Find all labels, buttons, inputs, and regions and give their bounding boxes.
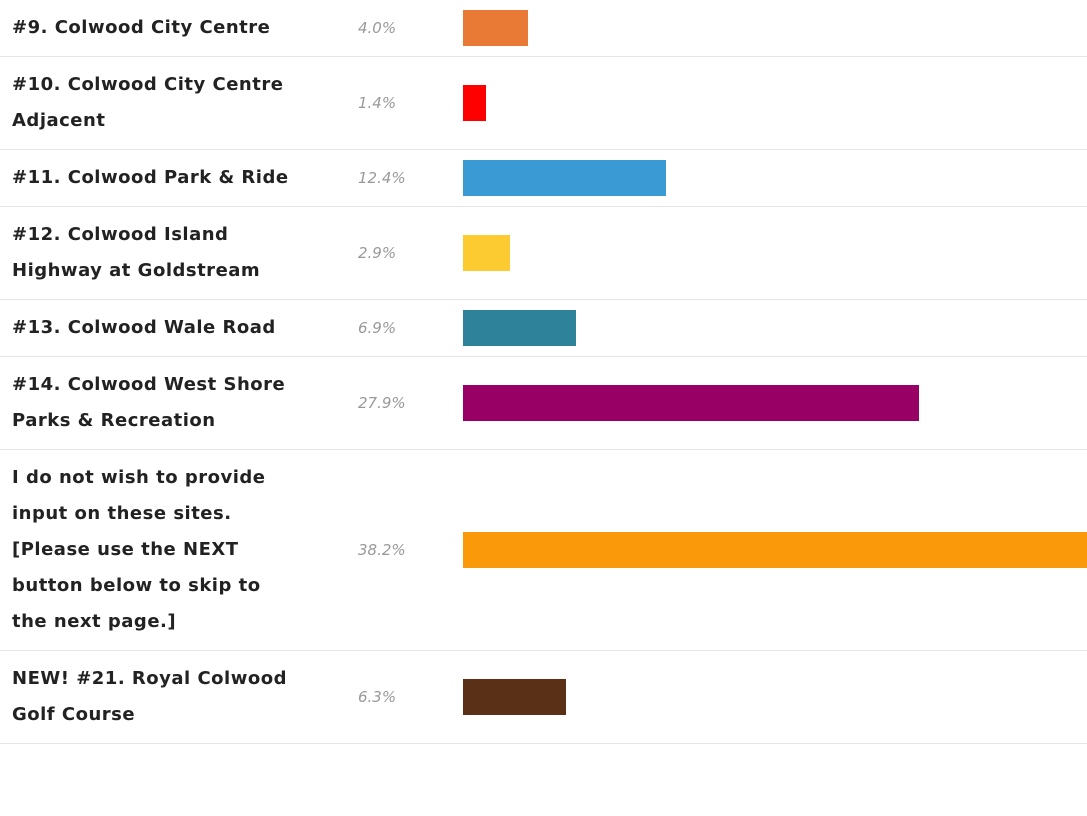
result-row: #9. Colwood City Centre 4.0% (0, 0, 1087, 57)
bar-track (463, 679, 1087, 715)
bar-track (463, 10, 1087, 46)
bar-track (463, 235, 1087, 271)
option-label: #13. Colwood Wale Road (12, 317, 276, 338)
bar (463, 160, 666, 196)
option-label: #9. Colwood City Centre (12, 17, 271, 38)
percent-label: 6.3% (358, 688, 397, 706)
bar (463, 85, 486, 121)
bar-track (463, 85, 1087, 121)
percent-label: 4.0% (358, 19, 397, 37)
bar (463, 679, 566, 715)
result-row: #13. Colwood Wale Road 6.9% (0, 300, 1087, 357)
percent-label: 12.4% (358, 169, 406, 187)
percent-label: 6.9% (358, 319, 397, 337)
percent-label: 27.9% (358, 394, 406, 412)
bar-track (463, 532, 1087, 568)
option-label: #10. Colwood City Centre Adjacent (12, 74, 284, 131)
bar-track (463, 160, 1087, 196)
option-label: #12. Colwood Island Highway at Goldstrea… (12, 224, 261, 281)
bar (463, 235, 511, 271)
result-row: #10. Colwood City Centre Adjacent 1.4% (0, 57, 1087, 150)
bar (463, 385, 919, 421)
bar-track (463, 310, 1087, 346)
bar (463, 310, 576, 346)
result-row: #11. Colwood Park & Ride 12.4% (0, 150, 1087, 207)
option-label: #14. Colwood West Shore Parks & Recreati… (12, 374, 286, 431)
result-row: #12. Colwood Island Highway at Goldstrea… (0, 207, 1087, 300)
percent-label: 2.9% (358, 244, 397, 262)
result-row: I do not wish to provide input on these … (0, 450, 1087, 651)
option-label: NEW! #21. Royal Colwood Golf Course (12, 668, 287, 725)
bar (463, 10, 529, 46)
result-row: #14. Colwood West Shore Parks & Recreati… (0, 357, 1087, 450)
bar-track (463, 385, 1087, 421)
option-label: #11. Colwood Park & Ride (12, 167, 289, 188)
bar (463, 532, 1087, 568)
percent-label: 38.2% (358, 541, 406, 559)
option-label: I do not wish to provide input on these … (12, 467, 266, 632)
result-row: NEW! #21. Royal Colwood Golf Course 6.3% (0, 651, 1087, 744)
percent-label: 1.4% (358, 94, 397, 112)
